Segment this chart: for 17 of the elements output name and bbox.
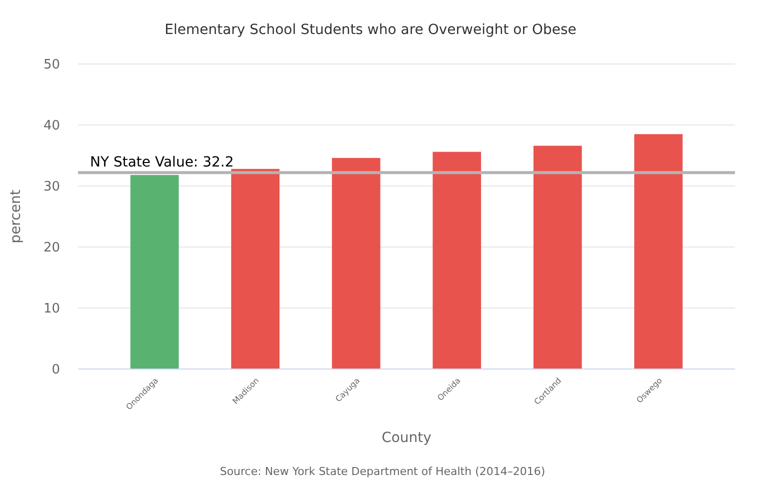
bar: [432, 152, 482, 369]
y-tick-label: 50: [43, 58, 60, 73]
y-tick-label: 10: [43, 302, 60, 317]
ref-line-label: NY State Value: 32.2: [90, 154, 234, 171]
bar: [634, 134, 683, 369]
bar: [130, 175, 179, 369]
bar: [533, 146, 582, 369]
source-note: Source: New York State Department of Health (2014–2016): [220, 465, 546, 478]
y-tick-label: 40: [43, 118, 60, 134]
y-tick-label: 20: [43, 240, 60, 256]
bar: [332, 158, 380, 369]
y-axis-title: percent: [8, 189, 24, 244]
y-tick-label: 30: [43, 180, 60, 195]
y-tick-label: 0: [52, 362, 60, 378]
x-axis-title: County: [382, 430, 432, 446]
bar: [231, 168, 280, 369]
chart-title: Elementary School Students who are Overweight or Obese: [164, 22, 576, 38]
